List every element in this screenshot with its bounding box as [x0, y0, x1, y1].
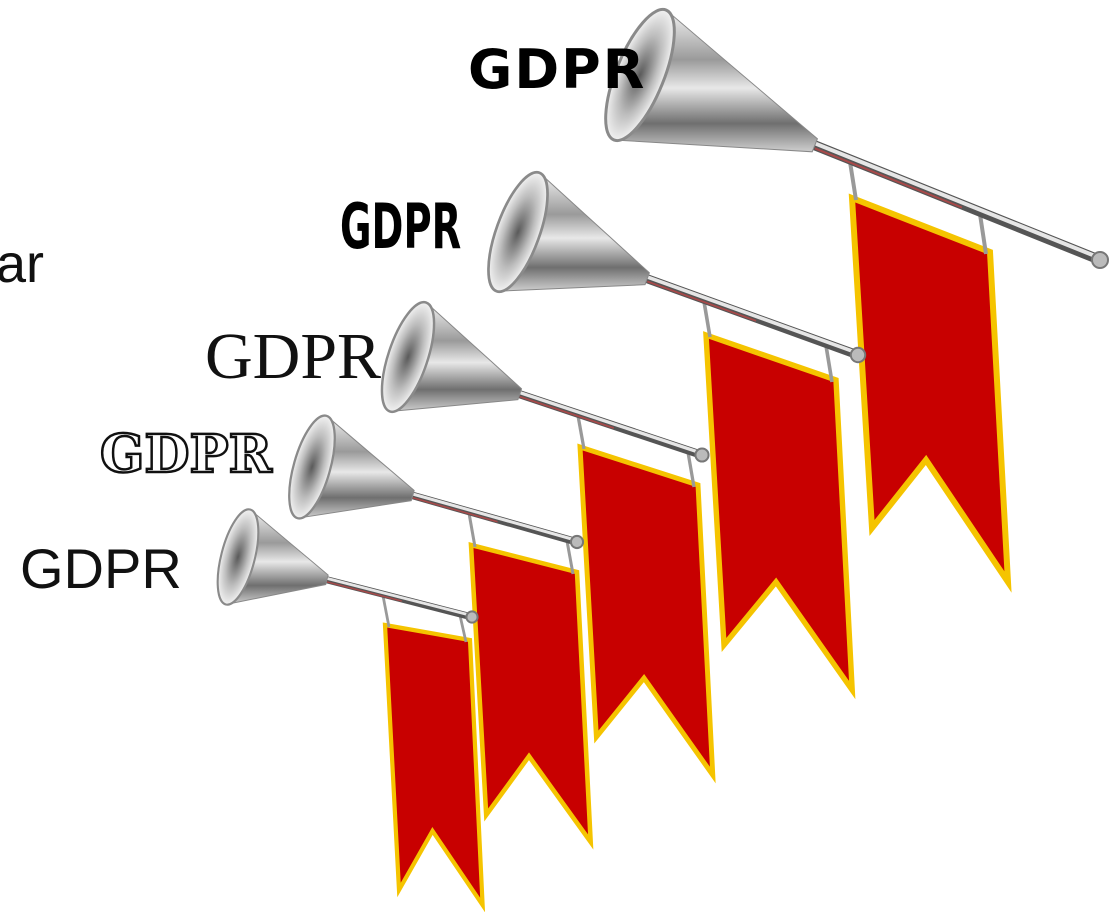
- mouthpiece: [466, 611, 477, 622]
- mouthpiece: [571, 536, 583, 548]
- hanger: [383, 596, 389, 627]
- mouthpiece: [695, 448, 708, 461]
- tube-shine: [413, 494, 577, 540]
- label: GDPR: [468, 38, 646, 101]
- label: GDPR: [100, 424, 273, 485]
- banner: [852, 198, 1008, 582]
- tube-shine: [647, 277, 858, 353]
- label: GDPR: [205, 320, 381, 393]
- hanger: [578, 416, 584, 449]
- banner: [580, 447, 713, 775]
- tube-shine: [520, 393, 702, 454]
- page: {"side_fragment": "ar", "labels": ["GDPR…: [0, 0, 1113, 912]
- side-fragment: ar: [0, 234, 44, 294]
- mouthpiece: [1092, 252, 1108, 268]
- tube-red: [520, 397, 614, 428]
- label: GDPR: [20, 537, 182, 600]
- mouthpiece: [851, 348, 865, 362]
- banner: [471, 545, 591, 842]
- banner: [385, 625, 483, 905]
- banner: [706, 335, 852, 690]
- tube-red: [647, 281, 756, 320]
- tube-red: [413, 498, 498, 522]
- illustration: ar GDPR GDPR GDPR GDPR GDPR: [0, 0, 1113, 912]
- hanger: [850, 162, 856, 200]
- label: GDPR: [340, 192, 461, 264]
- hanger: [469, 513, 475, 547]
- hanger: [704, 301, 710, 337]
- tube-red: [327, 582, 402, 601]
- tube-shine: [327, 578, 472, 615]
- tube-red: [815, 148, 962, 207]
- trumpets: [210, 1, 1108, 905]
